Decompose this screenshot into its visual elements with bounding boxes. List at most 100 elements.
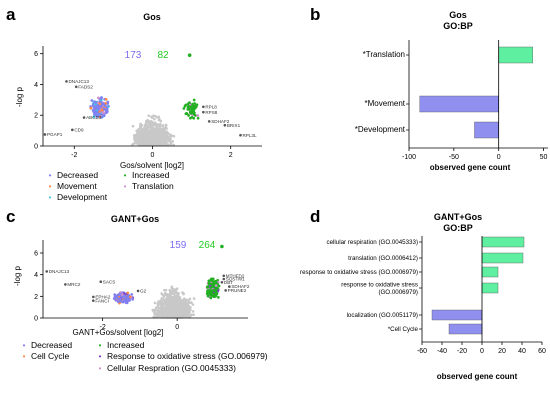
legend: • Decreased • Increased • Cell Cycle • Response… <box>23 340 268 373</box>
point-nonsignificant <box>164 302 168 306</box>
gene-label: EPHA2 <box>95 294 111 299</box>
point-increased <box>215 287 219 290</box>
point-nonsignificant <box>164 134 168 138</box>
point-nonsignificant <box>164 293 168 297</box>
y-tick-label: 0 <box>34 144 38 151</box>
legend-entry: Movement <box>57 181 97 191</box>
legend-entry: Translation <box>132 181 174 191</box>
x-tick-label: -50 <box>449 154 459 161</box>
point-nonsignificant <box>186 303 190 307</box>
point-nonsignificant <box>139 133 142 137</box>
point-nonsignificant <box>143 128 147 131</box>
gene-point <box>65 80 68 83</box>
point-decreased <box>96 115 99 118</box>
point-nonsignificant <box>175 296 179 299</box>
bar <box>419 95 499 113</box>
point-nonsignificant <box>157 300 160 303</box>
point-nonsignificant <box>164 297 168 301</box>
gene-point <box>222 274 226 278</box>
gene-label: RPL8 <box>205 104 217 109</box>
point-nonsignificant <box>145 119 149 123</box>
point-decreased <box>93 112 96 116</box>
gene-label: FADS2 <box>78 84 93 89</box>
x-tick-label: -60 <box>417 348 427 355</box>
panel-letter-c: c <box>6 207 15 226</box>
point-nonsignificant <box>173 311 177 315</box>
point-nonsignificant <box>168 310 172 314</box>
point-nonsignificant <box>170 285 174 289</box>
point-nonsignificant <box>170 313 174 317</box>
gene-point <box>74 85 78 89</box>
category-label: *Translation <box>363 50 405 59</box>
chart-title: GANT+Gos <box>434 212 482 222</box>
point-nonsignificant <box>176 294 180 297</box>
gene-point <box>92 295 95 299</box>
point-decreased <box>126 296 130 300</box>
point-decreased <box>106 100 110 104</box>
gene-label: DNAJC13 <box>49 269 70 274</box>
point-nonsignificant <box>182 302 186 306</box>
point-nonsignificant <box>177 313 180 316</box>
point-increased <box>189 111 193 115</box>
category-label: *Cell Cycle <box>388 326 419 333</box>
point-nonsignificant <box>177 298 180 302</box>
point-nonsignificant <box>142 135 145 138</box>
gene-point <box>222 277 226 281</box>
point-decreased <box>120 293 124 297</box>
point-nonsignificant <box>168 296 172 300</box>
gene-point <box>64 283 67 286</box>
point-nonsignificant <box>154 143 157 146</box>
chart-subtitle: GO:BP <box>443 223 473 233</box>
point-nonsignificant <box>165 311 169 315</box>
point-increased <box>206 285 210 288</box>
point-nonsignificant <box>131 124 135 128</box>
point-decreased <box>102 111 105 115</box>
point-increased <box>193 102 196 105</box>
point-nonsignificant <box>161 137 164 141</box>
point-nonsignificant <box>152 127 156 130</box>
point-increased <box>214 294 218 298</box>
gene-label: RPS8 <box>205 110 217 115</box>
point-nonsignificant <box>157 130 161 134</box>
volcano-points <box>89 53 200 147</box>
point-nonsignificant <box>173 309 176 312</box>
point-nonsignificant <box>185 313 189 316</box>
x-tick-label: 50 <box>540 154 548 161</box>
gene-point <box>220 280 224 284</box>
point-nonsignificant <box>152 315 156 319</box>
point-nonsignificant <box>172 143 175 147</box>
gene-point <box>99 280 103 284</box>
point-increased <box>212 289 216 293</box>
point-nonsignificant <box>161 312 164 315</box>
count-decreased: 159 <box>170 240 187 251</box>
gene-point <box>207 120 211 123</box>
point-nonsignificant <box>152 114 155 118</box>
point-increased <box>196 114 200 117</box>
point-nonsignificant <box>192 297 196 300</box>
y-tick-label: 6 <box>34 251 38 258</box>
point-nonsignificant <box>171 287 175 291</box>
legend-marker: • <box>49 182 52 191</box>
point-nonsignificant <box>162 141 166 145</box>
point-decreased <box>130 293 134 296</box>
gene-label: ABCD3 <box>86 115 102 120</box>
x-tick-label: -2 <box>100 324 106 331</box>
gene-point <box>136 289 140 293</box>
legend-marker: • <box>124 171 127 180</box>
gene-label: CD9 <box>74 127 84 132</box>
point-decreased <box>100 108 104 112</box>
point-increased <box>182 107 186 110</box>
point-nonsignificant <box>152 133 156 137</box>
point-nonsignificant <box>143 143 146 146</box>
x-tick-label: -20 <box>457 348 467 355</box>
point-nonsignificant <box>180 304 183 307</box>
gene-label: SDHAF2 <box>211 119 230 124</box>
x-axis-label: observed gene count <box>437 372 518 381</box>
point-nonsignificant <box>171 291 174 294</box>
point-decreased <box>121 300 125 304</box>
point-nonsignificant <box>158 303 161 306</box>
category-label: response to oxidative stress <box>341 281 418 288</box>
point-nonsignificant <box>185 307 189 311</box>
gene-point <box>202 105 205 109</box>
legend-marker: • <box>23 352 26 361</box>
